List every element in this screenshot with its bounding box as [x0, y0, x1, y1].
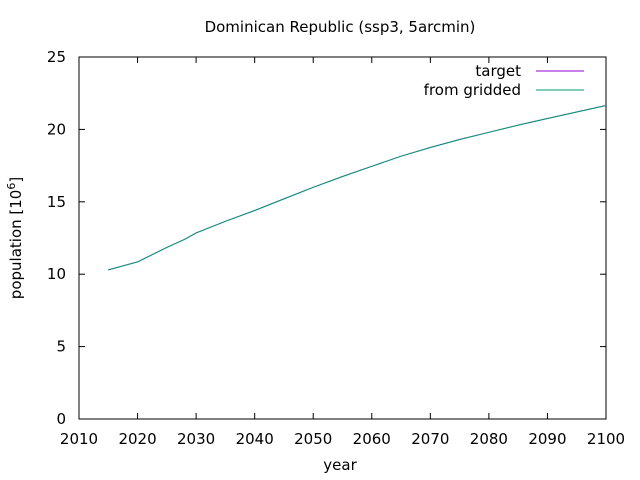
x-tick-label: 2090 — [528, 430, 566, 448]
y-tick-label: 10 — [47, 265, 66, 283]
chart-title: Dominican Republic (ssp3, 5arcmin) — [205, 18, 476, 36]
y-tick-label: 5 — [56, 338, 66, 356]
series-lines — [108, 105, 607, 271]
axis-tick-labels: 2010 2020 2030 2040 2050 2060 2070 2080 2090 2100… — [47, 48, 625, 448]
x-tick-label: 2060 — [353, 430, 391, 448]
x-tick-label: 2010 — [60, 430, 98, 448]
series-line-target — [108, 105, 607, 271]
y-axis-label-exponent: 6 — [5, 183, 18, 190]
series-line-from-gridded — [108, 105, 607, 271]
x-tick-label: 2050 — [294, 430, 332, 448]
y-tick-label: 25 — [47, 48, 66, 66]
y-axis-label-main: population [10 — [7, 190, 25, 300]
y-axis-label: population [106] — [5, 177, 25, 299]
legend: target from gridded — [424, 62, 584, 99]
y-tick-label: 15 — [47, 193, 66, 211]
plot-frame — [78, 56, 607, 420]
x-tick-label: 2040 — [236, 430, 274, 448]
x-axis-label: year — [323, 456, 357, 474]
x-tick-label: 2030 — [177, 430, 215, 448]
x-tick-label: 2070 — [411, 430, 449, 448]
legend-label-target: target — [475, 62, 521, 80]
legend-label-from-gridded: from gridded — [424, 81, 521, 99]
axis-ticks — [78, 56, 607, 420]
x-tick-label: 2100 — [587, 430, 625, 448]
x-tick-label: 2020 — [118, 430, 156, 448]
y-tick-label: 20 — [47, 120, 66, 138]
y-tick-label: 0 — [56, 410, 66, 428]
x-tick-label: 2080 — [470, 430, 508, 448]
y-axis-label-end: ] — [7, 177, 25, 183]
